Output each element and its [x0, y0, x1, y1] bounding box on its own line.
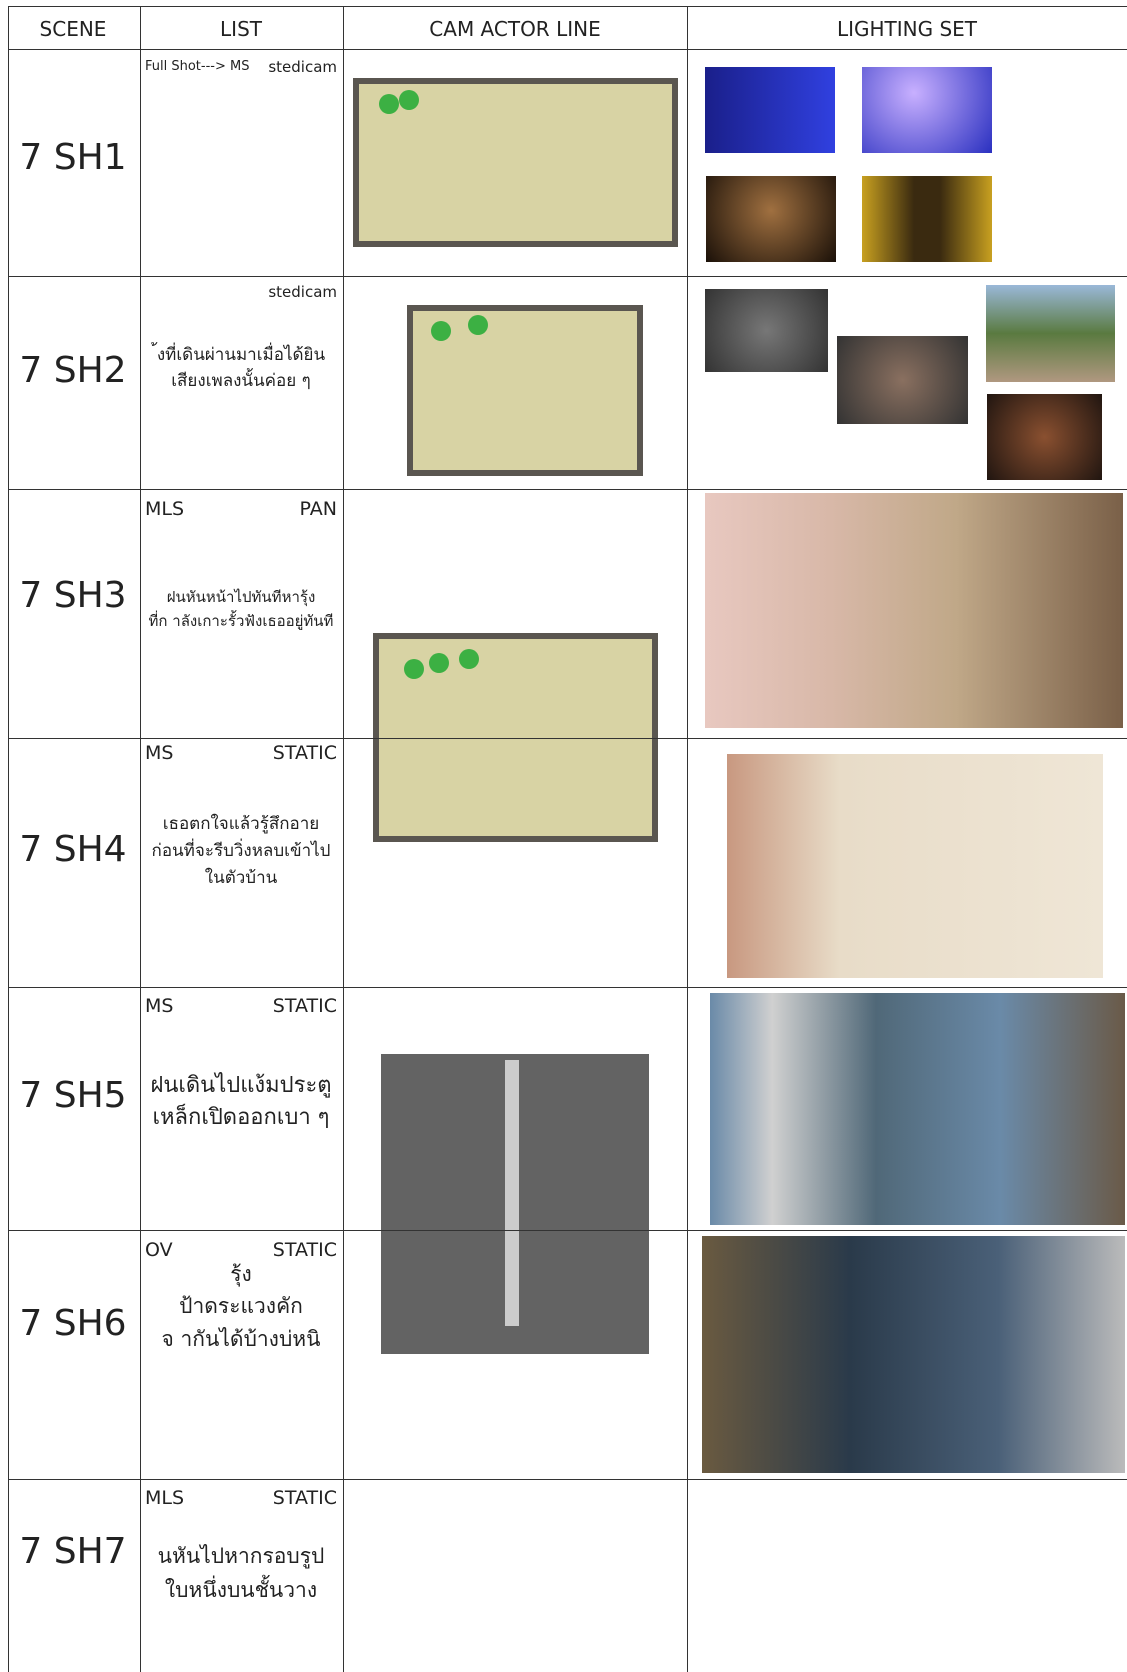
description: จ ากันได้บ้างบ่หนิ: [161, 1327, 321, 1351]
lighting-image: [705, 289, 828, 372]
description: เธอตกใจแล้วรู้สึกอาย: [162, 814, 320, 834]
description: รุ้ง: [230, 1262, 252, 1286]
description: ฝนหันหน้าไปทันทีหารุ้ง: [166, 588, 316, 606]
lighting-image: [862, 176, 992, 262]
shot-size: Full Shot---> MS: [145, 59, 250, 74]
lighting-image: [862, 67, 992, 153]
scene: 7 SH7: [19, 1531, 127, 1572]
rule: [8, 49, 1127, 50]
lighting-image: [705, 493, 1123, 728]
camera-move: STATIC: [272, 1239, 337, 1261]
header-cell: SCENE: [39, 17, 107, 41]
rule: [8, 1479, 1127, 1480]
description: ใบหนึ่งบนชั้นวาง: [164, 1578, 318, 1602]
floor-plan: [353, 78, 678, 247]
render-image: [381, 1054, 649, 1354]
floor-plan: [407, 305, 643, 476]
lighting-image: [710, 993, 1125, 1225]
lighting-image: [702, 1236, 1125, 1473]
scene: 7 SH5: [19, 1075, 127, 1116]
camera-move: STATIC: [272, 995, 337, 1017]
shot-size: OV: [145, 1239, 173, 1261]
camera-move: stedicam: [268, 58, 337, 76]
shot-size: MLS: [145, 498, 185, 520]
scene: 7 SH6: [19, 1303, 127, 1344]
description: ในตัวบ้าน: [204, 868, 278, 888]
rule: [8, 276, 1127, 277]
rule: [687, 6, 688, 1672]
description: เสียงเพลงนั้นค่อย ๆ: [171, 371, 311, 391]
lighting-image: [706, 176, 836, 262]
description: ป้าดระแวงคัก: [179, 1294, 303, 1318]
description: ฝนเดินไปแง้มประตู: [150, 1073, 332, 1098]
description: เหล็กเปิดออกเบา ๆ: [152, 1105, 330, 1130]
header-cell: CAM ACTOR LINE: [429, 17, 601, 41]
lighting-image: [986, 285, 1115, 382]
rule: [8, 1230, 1127, 1231]
camera-move: stedicam: [268, 283, 337, 301]
description: ก่อนที่จะรีบวิ่งหลบเข้าไป: [151, 841, 331, 861]
camera-move: STATIC: [272, 1487, 337, 1509]
scene: 7 SH3: [19, 575, 127, 616]
description: ้งที่เดินผ่านมาเมื่อได้ยิน: [156, 345, 326, 365]
rule: [8, 987, 1127, 988]
shot-size: MS: [145, 995, 174, 1017]
header-cell: LIGHTING SET: [836, 17, 978, 41]
camera-move: STATIC: [272, 742, 337, 764]
floor-plan: [373, 633, 658, 842]
description: นหันไปหากรอบรูป: [157, 1544, 325, 1568]
description: ที่ก าลังเกาะรั้วฟังเธออยู่ทันที: [148, 612, 334, 630]
header-cell: LIST: [220, 17, 262, 41]
lighting-image: [837, 336, 968, 424]
shot-size: MLS: [145, 1487, 185, 1509]
lighting-image: [727, 754, 1103, 978]
shot-size: MS: [145, 742, 174, 764]
scene: 7 SH2: [19, 350, 127, 391]
rule: [8, 489, 1127, 490]
rule: [8, 6, 9, 1672]
scene: 7 SH1: [19, 137, 127, 178]
rule: [8, 738, 1127, 739]
lighting-image: [987, 394, 1102, 480]
rule: [343, 6, 344, 1672]
rule: [8, 6, 1127, 7]
scene: 7 SH4: [19, 829, 127, 870]
lighting-image: [705, 67, 835, 153]
camera-move: PAN: [299, 498, 337, 520]
rule: [140, 6, 141, 1672]
